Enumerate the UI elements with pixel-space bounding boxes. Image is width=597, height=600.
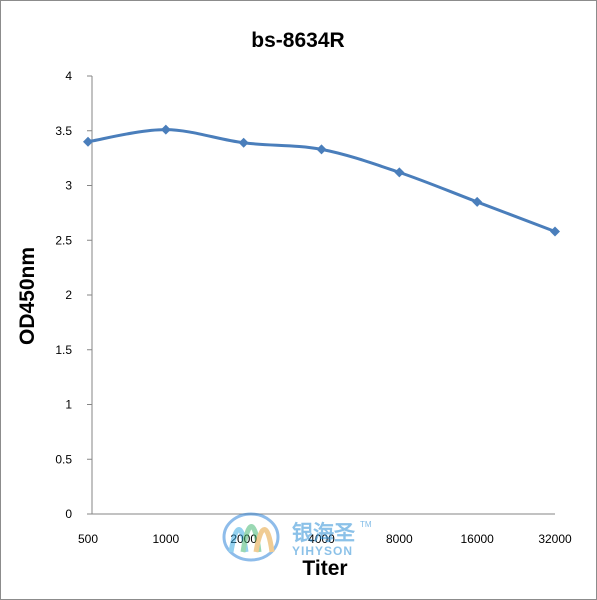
y-tick-label: 4: [65, 69, 72, 83]
y-tick-label: 2.5: [55, 233, 72, 247]
yihyson-watermark: 银海圣 TM YIHYSON: [222, 512, 372, 562]
data-point-marker: [394, 167, 405, 178]
x-tick-label: 8000: [386, 532, 413, 546]
yihyson-logo-icon: [222, 512, 280, 562]
data-point-marker: [160, 124, 171, 135]
y-tick-label: 0.5: [55, 452, 72, 466]
x-tick-label: 4000: [308, 532, 335, 546]
x-axis-ticks: 500 1000 2000 4000 8000 16000 32000: [78, 532, 572, 546]
y-axis-ticks: 0 0.5 1 1.5 2 2.5 3 3.5 4: [55, 69, 92, 521]
x-tick-label: 500: [78, 532, 98, 546]
x-tick-label: 16000: [460, 532, 494, 546]
series-layer: [83, 124, 560, 237]
x-tick-label: 1000: [152, 532, 179, 546]
watermark-en-text: YIHYSON: [292, 544, 353, 558]
data-point-marker: [316, 144, 327, 155]
data-point-marker: [238, 137, 249, 148]
x-axis-title: Titer: [302, 557, 347, 580]
watermark-cn-text: 银海圣: [292, 521, 356, 545]
data-point-marker: [83, 136, 93, 147]
data-point-marker: [550, 226, 560, 237]
y-axis-title: OD450nm: [16, 247, 39, 345]
watermark-trademark: TM: [360, 520, 372, 529]
y-tick-label: 0: [65, 507, 72, 521]
y-tick-label: 1.5: [55, 343, 72, 357]
x-tick-label: 32000: [538, 532, 572, 546]
y-tick-label: 2: [65, 288, 72, 302]
y-tick-label: 1: [65, 398, 72, 412]
chart-title: bs-8634R: [251, 29, 344, 52]
y-tick-label: 3.5: [55, 124, 72, 138]
data-point-marker: [472, 196, 483, 207]
y-tick-label: 3: [65, 179, 72, 193]
